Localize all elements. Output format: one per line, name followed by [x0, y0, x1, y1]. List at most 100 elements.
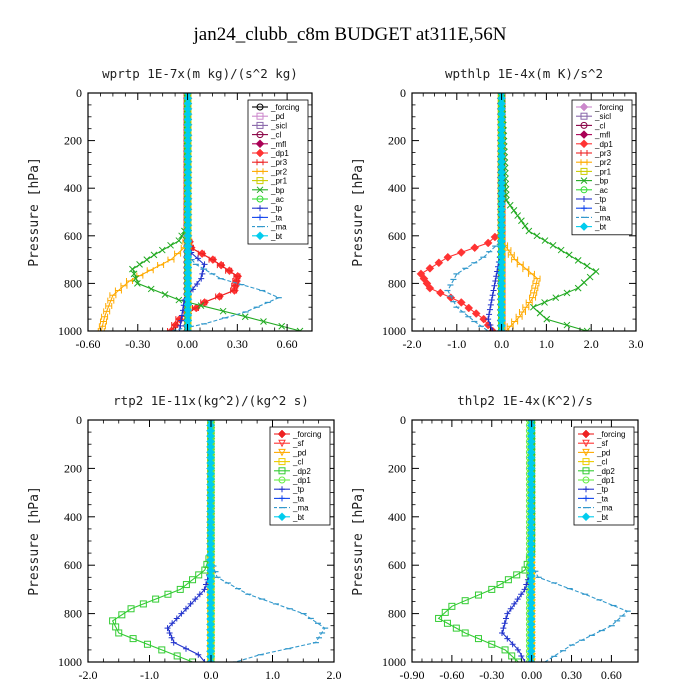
y-tick-label: 0 — [400, 86, 406, 100]
point-marker — [529, 294, 537, 301]
point-marker — [456, 248, 466, 257]
point-marker — [486, 311, 493, 318]
point-marker — [510, 207, 518, 214]
legend-marker — [579, 102, 589, 112]
point-marker — [115, 629, 123, 637]
legend-marker — [278, 439, 286, 448]
point-marker — [531, 285, 539, 292]
point-marker — [541, 299, 548, 306]
legend-marker — [256, 177, 264, 185]
legend: _forcing_sf_pd_cl_dp2_dp1_tp_ta_ma_bt — [573, 426, 635, 526]
point-marker — [189, 576, 197, 584]
legend-label: _dp1 — [596, 476, 615, 485]
legend-label: _forcing — [292, 430, 321, 439]
point-marker — [215, 293, 223, 300]
legend-label: _pd — [270, 112, 284, 121]
point-marker — [196, 591, 203, 598]
legend-label: _tp — [594, 195, 607, 204]
point-marker — [167, 328, 175, 331]
panel-title: wprtp 1E-7x(m kg)/(s^2 kg) — [102, 66, 298, 81]
y-tick-label: 800 — [64, 607, 82, 621]
legend-label: _bp — [594, 177, 609, 186]
y-tick-label: 0 — [76, 413, 82, 427]
point-marker — [504, 635, 511, 642]
point-marker — [448, 602, 456, 610]
point-marker — [504, 576, 512, 584]
point-marker — [511, 600, 518, 607]
legend-marker — [579, 130, 589, 139]
legend-label: _ac — [270, 195, 284, 204]
point-marker — [525, 299, 533, 306]
point-marker — [521, 222, 529, 230]
point-marker — [592, 268, 600, 275]
point-marker — [563, 321, 571, 329]
point-marker — [485, 316, 492, 323]
series-line-pr2 — [501, 93, 539, 331]
point-marker — [541, 237, 549, 244]
legend-marker — [279, 495, 285, 502]
legend: _forcing_sf_pd_cl_dp2_dp1_tp_ta_ma_bt — [269, 426, 331, 526]
point-marker — [522, 304, 530, 311]
point-marker — [202, 581, 209, 588]
y-tick-label: 200 — [64, 134, 82, 148]
point-marker — [161, 291, 169, 298]
x-tick-label: 1.0 — [539, 337, 554, 351]
point-marker — [504, 610, 511, 617]
point-marker — [174, 250, 182, 257]
point-marker — [103, 308, 111, 315]
legend-box — [247, 99, 309, 245]
point-marker — [523, 581, 530, 588]
series-group — [416, 93, 600, 331]
point-marker — [443, 619, 451, 627]
x-tick-label: 2.0 — [327, 668, 342, 682]
point-marker — [502, 615, 509, 622]
point-marker — [143, 256, 151, 263]
x-tick-label: -1.0 — [140, 668, 159, 682]
point-marker — [194, 280, 201, 287]
legend-marker — [582, 476, 590, 484]
y-tick-label: 600 — [64, 558, 82, 572]
chart-panel-2: wpthlp 1E-4x(m K)/s^2 Pressure [hPa] -2.0 -… — [351, 66, 644, 351]
point-marker — [441, 608, 449, 616]
legend-marker — [583, 495, 589, 502]
point-marker — [425, 283, 435, 293]
x-tick-label: -2.0 — [403, 337, 422, 351]
legend-marker — [582, 439, 590, 448]
legend-marker — [581, 205, 587, 212]
panel-title: rtp2 1E-11x(kg^2)/(kg^2 s) — [113, 393, 309, 408]
point-marker — [169, 620, 176, 627]
legend-marker — [256, 103, 264, 111]
point-marker — [150, 251, 158, 259]
point-marker — [492, 278, 499, 285]
legend-label: _forcing — [270, 103, 299, 112]
legend-label: _ma — [292, 504, 309, 513]
point-marker — [518, 308, 526, 315]
legend-marker — [580, 177, 588, 184]
point-marker — [506, 201, 514, 209]
point-marker — [488, 640, 496, 648]
point-marker — [170, 639, 177, 646]
legend-marker — [255, 139, 265, 149]
point-marker — [563, 289, 571, 297]
series-group — [97, 93, 304, 331]
legend-label: _sicl — [594, 112, 611, 121]
y-tick-label: 200 — [388, 134, 406, 148]
y-tick-label: 1000 — [58, 324, 82, 338]
point-marker — [177, 322, 184, 329]
point-marker — [549, 241, 557, 249]
point-marker — [130, 270, 138, 278]
x-tick-label: 3.0 — [629, 337, 644, 351]
chart-panel-3: rtp2 1E-11x(kg^2)/(kg^2 s) Pressure [hPa]… — [27, 393, 342, 682]
x-tick-label: -0.90 — [400, 668, 425, 682]
legend-label: _sf — [292, 439, 304, 448]
legend-marker — [256, 159, 264, 166]
point-marker — [471, 309, 481, 318]
x-tick-label: 2.0 — [584, 337, 599, 351]
legend-label: _pr2 — [270, 167, 288, 176]
point-marker — [515, 313, 523, 320]
series-group — [435, 420, 631, 662]
point-marker — [189, 658, 197, 662]
point-marker — [483, 238, 493, 248]
series-line-tp — [178, 93, 205, 331]
point-marker — [511, 318, 519, 325]
